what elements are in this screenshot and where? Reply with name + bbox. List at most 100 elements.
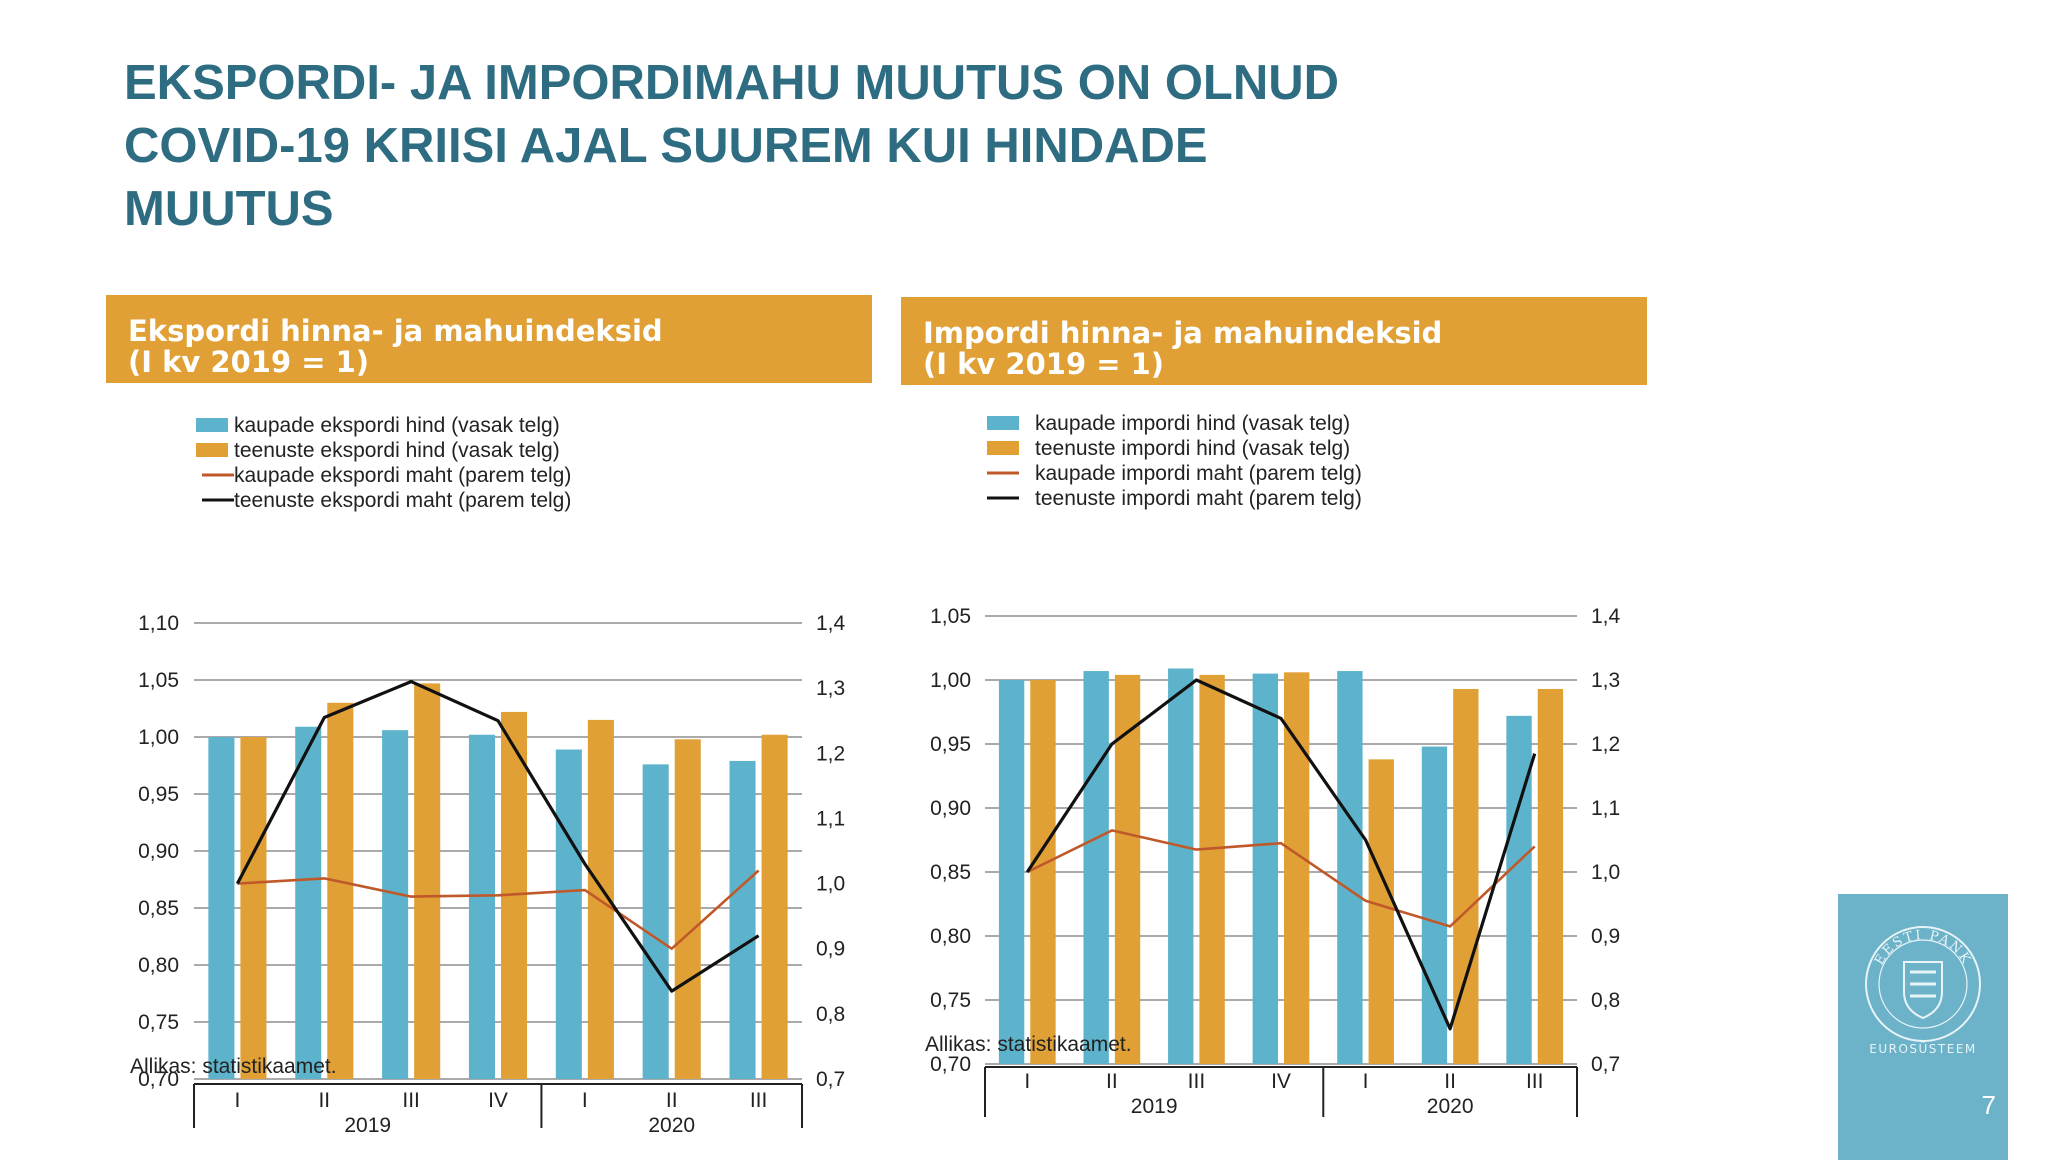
y-right-tick-label: 1,1 (1591, 797, 1620, 820)
legend-swatch (196, 418, 228, 432)
y-left-tick-label: 1,10 (138, 612, 179, 635)
y-right-tick-label: 1,2 (816, 742, 845, 765)
x-tick-label: I (1024, 1070, 1030, 1093)
bar (1199, 674, 1225, 1064)
bar (1168, 668, 1194, 1064)
y-left-tick-label: 0,80 (138, 954, 179, 977)
y-left-tick-label: 0,70 (930, 1053, 971, 1076)
x-tick-label: I (235, 1089, 241, 1112)
y-right-tick-label: 0,7 (816, 1068, 845, 1091)
import-chart-subtitle: (I kv 2019 = 1) (923, 347, 1165, 381)
x-tick-label: IV (1271, 1070, 1291, 1093)
bar (382, 730, 409, 1079)
import-chart-title: Impordi hinna- ja mahuindeksid (923, 316, 1443, 350)
bar (998, 680, 1025, 1064)
x-tick-label: I (582, 1089, 588, 1112)
y-left-tick-label: 0,90 (930, 797, 971, 820)
bar (240, 737, 267, 1079)
x-tick-label: III (1526, 1070, 1544, 1093)
y-right-tick-label: 1,0 (816, 873, 845, 896)
y-right-tick-label: 1,3 (1591, 669, 1620, 692)
bar (468, 734, 495, 1079)
x-tick-label: II (318, 1089, 330, 1112)
y-right-tick-label: 1,0 (1591, 861, 1620, 884)
bar (414, 683, 441, 1079)
bar (1030, 680, 1056, 1064)
import-chart-body: kaupade impordi hind (vasak telg) teenust… (901, 385, 1647, 1118)
export-chart-title: Ekspordi hinna- ja mahuindeksid (128, 314, 663, 348)
bar (1252, 673, 1278, 1064)
eesti-pank-logo: EESTI PANK EUROSÜSTEEM 7 (1838, 894, 2008, 1160)
legend-label: kaupade ekspordi hind (vasak telg) (234, 414, 560, 437)
y-left-tick-label: 0,70 (138, 1068, 179, 1091)
export-chart-body: kaupade ekspordi hind (vasak telg) teenus… (106, 383, 872, 1137)
slide-title-line-1: EKSPORDI- JA IMPORDIMAHU MUUTUS ON OLNUD (124, 56, 1340, 110)
export-chart: kaupade ekspordi hind (vasak telg)teenus… (138, 414, 846, 1137)
slide-title-line-2: COVID-19 KRIISI AJAL SUUREM KUI HINDADE (124, 119, 1208, 173)
y-right-tick-label: 0,8 (816, 1003, 845, 1026)
export-chart-panel: Ekspordi hinna- ja mahuindeksid (I kv 20… (106, 295, 872, 1137)
legend-label: teenuste ekspordi hind (vasak telg) (234, 439, 560, 462)
export-chart-subtitle: (I kv 2019 = 1) (128, 345, 370, 379)
series-line (235, 680, 760, 993)
y-left-tick-label: 1,05 (930, 605, 971, 628)
legend-label: kaupade impordi hind (vasak telg) (1035, 412, 1350, 435)
x-tick-label: II (1444, 1070, 1456, 1093)
x-year-label: 2019 (1131, 1095, 1178, 1118)
x-tick-label: III (750, 1089, 768, 1112)
bar (1284, 672, 1310, 1064)
y-left-tick-label: 0,90 (138, 840, 179, 863)
y-left-tick-label: 0,85 (930, 861, 971, 884)
y-right-tick-label: 1,2 (1591, 733, 1620, 756)
bar (555, 749, 582, 1079)
x-tick-label: III (402, 1089, 420, 1112)
page-number: 7 (1981, 1090, 1996, 1120)
slide-title-line-3: MUUTUS (124, 182, 334, 236)
bar (208, 737, 235, 1079)
bar (1368, 759, 1394, 1064)
x-year-label: 2020 (648, 1114, 695, 1137)
legend-swatch (987, 416, 1019, 430)
import-chart-panel: Impordi hinna- ja mahuindeksid (I kv 201… (901, 297, 1647, 1118)
bar (1537, 688, 1564, 1064)
y-left-tick-label: 1,00 (138, 726, 179, 749)
x-year-label: 2020 (1427, 1095, 1474, 1118)
legend-label: teenuste ekspordi maht (parem telg) (234, 489, 571, 512)
legend-label: kaupade impordi maht (parem telg) (1035, 462, 1362, 485)
y-left-tick-label: 0,80 (930, 925, 971, 948)
y-left-tick-label: 0,75 (138, 1011, 179, 1034)
y-right-tick-label: 1,4 (1591, 605, 1621, 628)
x-tick-label: II (666, 1089, 678, 1112)
y-left-tick-label: 1,00 (930, 669, 971, 692)
y-right-tick-label: 0,7 (1591, 1053, 1620, 1076)
slide-title: EKSPORDI- JA IMPORDIMAHU MUUTUS ON OLNUD… (124, 52, 1524, 241)
x-tick-label: I (1363, 1070, 1369, 1093)
y-right-tick-label: 0,8 (1591, 989, 1620, 1012)
y-right-tick-label: 1,4 (816, 612, 846, 635)
eesti-pank-seal-icon: EESTI PANK (1865, 926, 1981, 1042)
legend-swatch (987, 441, 1019, 455)
legend-label: teenuste impordi maht (parem telg) (1035, 487, 1362, 510)
y-right-tick-label: 1,1 (816, 807, 845, 830)
bar (1083, 671, 1109, 1064)
logo-text: EUROSÜSTEEM (1869, 1042, 1977, 1056)
export-chart-source: Allikas: statistikaamet. (130, 1055, 337, 1078)
y-right-tick-label: 1,3 (816, 677, 845, 700)
x-tick-label: IV (488, 1089, 508, 1112)
import-chart: kaupade impordi hind (vasak telg) teenust… (930, 412, 1621, 1118)
y-left-tick-label: 1,05 (138, 669, 179, 692)
y-left-tick-label: 0,75 (930, 989, 971, 1012)
bar (1337, 671, 1363, 1064)
import-chart-header: Impordi hinna- ja mahuindeksid (I kv 201… (901, 297, 1647, 385)
y-right-tick-label: 0,9 (816, 938, 845, 961)
bar (729, 760, 756, 1079)
y-right-tick-label: 0,9 (1591, 925, 1620, 948)
x-tick-label: II (1106, 1070, 1118, 1093)
bar (327, 702, 354, 1079)
series-line (1025, 678, 1537, 1031)
bar (1506, 715, 1532, 1064)
bar (295, 726, 322, 1079)
y-left-tick-label: 0,85 (138, 897, 179, 920)
series-line (237, 869, 760, 951)
y-left-tick-label: 0,95 (930, 733, 971, 756)
